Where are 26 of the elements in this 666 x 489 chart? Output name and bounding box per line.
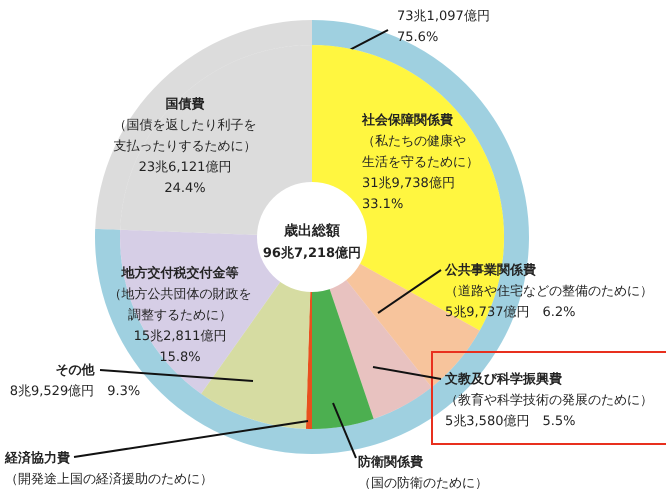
text: 5兆3,580億円 5.5% (445, 414, 576, 429)
text: （教育や科学技術の発展のために） (445, 393, 653, 408)
text: （地方公共団体の財政を調整するために） (108, 287, 252, 323)
text: （国債を返したり利子を支払ったりするために） (114, 118, 256, 154)
text: （道路や住宅などの整備のために） (445, 284, 653, 299)
text: （国の防衛のために） (358, 476, 488, 489)
slice-label: 地方交付税交付金等 (120, 265, 238, 281)
text: 15兆2,811億円 (134, 329, 226, 344)
slice-label: 国債費 (166, 97, 204, 112)
text: 96兆7,218億円 (262, 245, 362, 261)
text: （開発途上国の経済援助のために） (5, 472, 213, 487)
data-label: 33.1% (362, 197, 404, 212)
data-label: 75.6% (397, 30, 438, 45)
slice-label: 社会保障関係費 (361, 112, 453, 128)
slice-label: 防衛関係費 (358, 454, 423, 470)
text: 歳出総額 (283, 222, 340, 239)
slice-label: 文教及び科学振興費 (444, 371, 562, 387)
data-label: 15.8% (159, 350, 201, 365)
text: 23兆6,121億円 (138, 160, 232, 175)
slice-label: その他 (56, 363, 96, 378)
text: 73兆1,097億円 (397, 9, 490, 24)
slice-label: 経済協力費 (4, 450, 70, 466)
text: 31兆9,738億円 (362, 176, 455, 191)
text: （私たちの健康や生活を守るために） (362, 134, 479, 170)
data-label: 24.4% (164, 181, 206, 196)
text: 8兆9,529億円 9.3% (10, 384, 140, 399)
